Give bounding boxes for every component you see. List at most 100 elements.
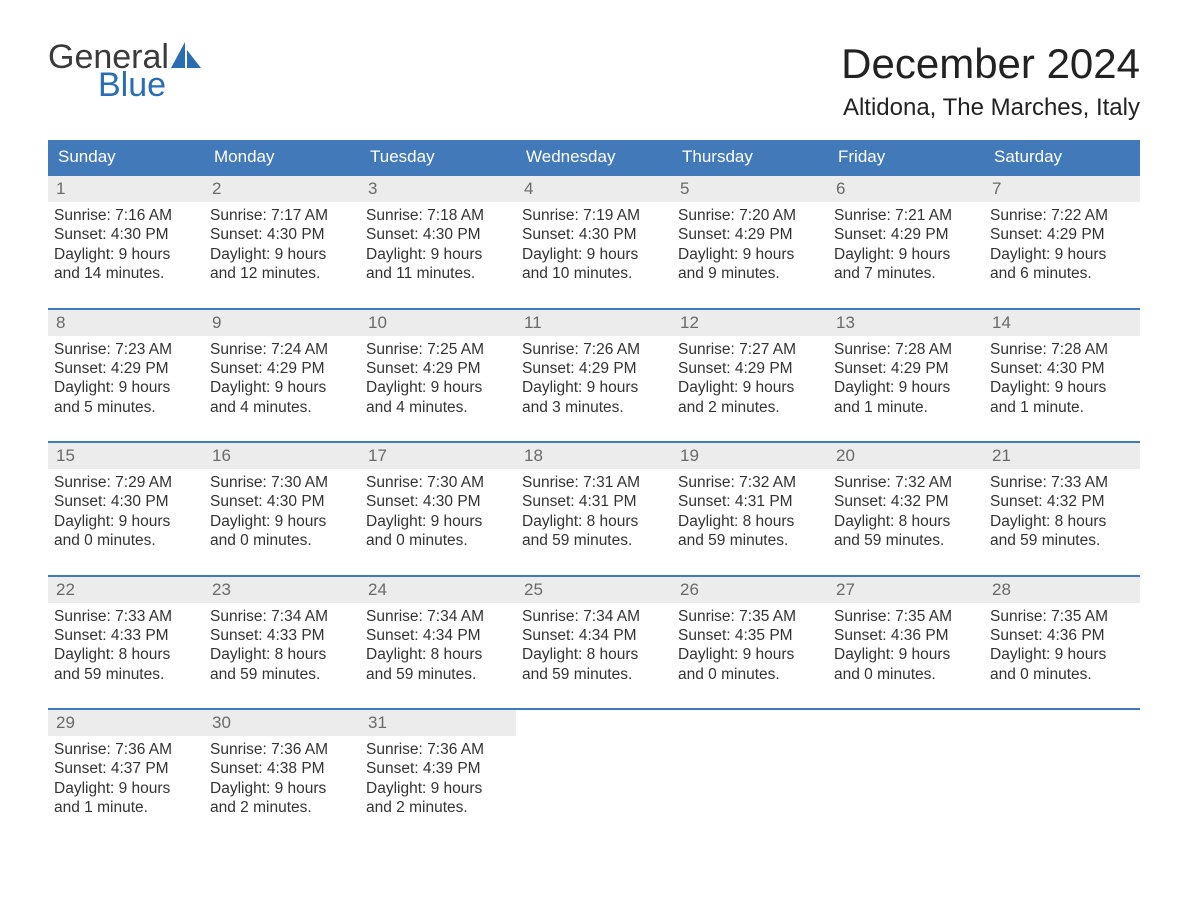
calendar-cell — [672, 710, 828, 824]
sunset-line: Sunset: 4:36 PM — [834, 626, 978, 645]
daylight-line: and 0 minutes. — [678, 665, 822, 684]
daynum-row: 17 — [360, 443, 516, 469]
calendar-cell: 3Sunrise: 7:18 AMSunset: 4:30 PMDaylight… — [360, 176, 516, 290]
calendar-cell: 16 Sunrise: 7:30 AMSunset: 4:30 PMDayligh… — [204, 443, 360, 557]
sunrise-line: Sunrise: 7:30 AM — [210, 473, 354, 492]
sunset-line: Sunset: 4:30 PM — [210, 492, 354, 511]
daynum-row: 13 — [828, 310, 984, 336]
daynum-row: 28 — [984, 577, 1140, 603]
sunrise-line: Sunrise: 7:28 AM — [834, 340, 978, 359]
calendar-week: 29Sunrise: 7:36 AMSunset: 4:37 PMDayligh… — [48, 708, 1140, 824]
daynum-row: 22 — [48, 577, 204, 603]
daylight-line: and 7 minutes. — [834, 264, 978, 283]
daylight-line: Daylight: 8 hours — [522, 512, 666, 531]
sunrise-line: Sunrise: 7:21 AM — [834, 206, 978, 225]
sunrise-line: Sunrise: 7:33 AM — [54, 607, 198, 626]
daylight-line: Daylight: 9 hours — [990, 245, 1134, 264]
calendar-cell: 4Sunrise: 7:19 AMSunset: 4:30 PMDaylight… — [516, 176, 672, 290]
calendar-cell: 19Sunrise: 7:32 AMSunset: 4:31 PMDayligh… — [672, 443, 828, 557]
daylight-line: Daylight: 9 hours — [210, 378, 354, 397]
day-number: 3 — [368, 179, 377, 198]
day-number: 1 — [56, 179, 65, 198]
sunrise-line: Sunrise: 7:35 AM — [834, 607, 978, 626]
day-number: 20 — [836, 446, 855, 465]
day-number: 21 — [992, 446, 1011, 465]
daylight-line: and 4 minutes. — [210, 398, 354, 417]
sunset-line: Sunset: 4:32 PM — [990, 492, 1134, 511]
sunrise-line: Sunrise: 7:28 AM — [990, 340, 1134, 359]
sunset-line: Sunset: 4:30 PM — [54, 492, 198, 511]
daylight-line: and 59 minutes. — [990, 531, 1134, 550]
daynum-row: 10 — [360, 310, 516, 336]
calendar-cell: 8Sunrise: 7:23 AMSunset: 4:29 PMDaylight… — [48, 310, 204, 424]
sunrise-line: Sunrise: 7:16 AM — [54, 206, 198, 225]
sunset-line: Sunset: 4:31 PM — [522, 492, 666, 511]
dayname: Monday — [204, 140, 360, 174]
calendar-cell: 6Sunrise: 7:21 AMSunset: 4:29 PMDaylight… — [828, 176, 984, 290]
daylight-line: and 11 minutes. — [366, 264, 510, 283]
daynum-row: 16 — [204, 443, 360, 469]
daylight-line: Daylight: 9 hours — [54, 245, 198, 264]
daylight-line: and 2 minutes. — [678, 398, 822, 417]
day-number: 14 — [992, 313, 1011, 332]
day-number: 26 — [680, 580, 699, 599]
day-number: 31 — [368, 713, 387, 732]
calendar-week: 22 Sunrise: 7:33 AMSunset: 4:33 PM Dayligh… — [48, 575, 1140, 691]
daylight-line: and 9 minutes. — [678, 264, 822, 283]
daylight-line: Daylight: 9 hours — [366, 512, 510, 531]
daylight-line: Daylight: 9 hours — [366, 378, 510, 397]
daynum-row: 12 — [672, 310, 828, 336]
day-number: 15 — [56, 446, 75, 465]
daynum-row: 25 — [516, 577, 672, 603]
calendar-cell: 21Sunrise: 7:33 AMSunset: 4:32 PMDayligh… — [984, 443, 1140, 557]
daynum-row: 30 — [204, 710, 360, 736]
daylight-line: and 4 minutes. — [366, 398, 510, 417]
sunset-line: Sunset: 4:30 PM — [990, 359, 1134, 378]
sunset-line: Sunset: 4:29 PM — [834, 225, 978, 244]
sunrise-line: Sunrise: 7:19 AM — [522, 206, 666, 225]
calendar-cell: 2Sunrise: 7:17 AMSunset: 4:30 PMDaylight… — [204, 176, 360, 290]
calendar-cell: 11Sunrise: 7:26 AMSunset: 4:29 PMDayligh… — [516, 310, 672, 424]
logo-word-blue: Blue — [98, 68, 205, 102]
sunrise-line: Sunrise: 7:18 AM — [366, 206, 510, 225]
day-number: 6 — [836, 179, 845, 198]
daynum-row: 15 — [48, 443, 204, 469]
calendar-cell: 29Sunrise: 7:36 AMSunset: 4:37 PMDayligh… — [48, 710, 204, 824]
calendar-cell: 7Sunrise: 7:22 AMSunset: 4:29 PMDaylight… — [984, 176, 1140, 290]
calendar-week: 15Sunrise: 7:29 AMSunset: 4:30 PMDayligh… — [48, 441, 1140, 557]
dayname: Saturday — [984, 140, 1140, 174]
daylight-line: Daylight: 9 hours — [210, 512, 354, 531]
sunset-line: Sunset: 4:38 PM — [210, 759, 354, 778]
sunset-line: Sunset: 4:29 PM — [678, 225, 822, 244]
day-number: 17 — [368, 446, 387, 465]
calendar-cell: 25Sunrise: 7:34 AMSunset: 4:34 PMDayligh… — [516, 577, 672, 691]
location-subtitle: Altidona, The Marches, Italy — [841, 94, 1140, 122]
sunset-line: Sunset: 4:35 PM — [678, 626, 822, 645]
sunrise-line: Sunrise: 7:36 AM — [54, 740, 198, 759]
daynum-row: 6 — [828, 176, 984, 202]
sunset-line: Sunset: 4:33 PM — [54, 626, 198, 645]
daynum-row: 9 — [204, 310, 360, 336]
daylight-line: and 2 minutes. — [210, 798, 354, 817]
day-number: 9 — [212, 313, 221, 332]
sunrise-line: Sunrise: 7:36 AM — [366, 740, 510, 759]
daylight-line: Daylight: 9 hours — [678, 645, 822, 664]
daylight-line: and 59 minutes. — [522, 531, 666, 550]
sunset-line: Sunset: 4:29 PM — [54, 359, 198, 378]
daylight-line: Daylight: 9 hours — [522, 378, 666, 397]
daynum-row: 31 — [360, 710, 516, 736]
daylight-line: and 0 minutes. — [990, 665, 1134, 684]
calendar-cell — [516, 710, 672, 824]
daynum-row: 8 — [48, 310, 204, 336]
daynum-row: 27 — [828, 577, 984, 603]
daylight-line: Daylight: 9 hours — [54, 378, 198, 397]
day-number: 23 — [212, 580, 231, 599]
daylight-line: Daylight: 8 hours — [366, 645, 510, 664]
calendar-cell: 22Sunrise: 7:33 AMSunset: 4:33 PMDayligh… — [48, 577, 204, 691]
daylight-line: and 0 minutes. — [834, 665, 978, 684]
calendar-cell: 26Sunrise: 7:35 AMSunset: 4:35 PMDayligh… — [672, 577, 828, 691]
daylight-line: Daylight: 9 hours — [366, 245, 510, 264]
sunrise-line: Sunrise: 7:34 AM — [366, 607, 510, 626]
daynum-row: 21 — [984, 443, 1140, 469]
calendar-cell: 9Sunrise: 7:24 AMSunset: 4:29 PMDaylight… — [204, 310, 360, 424]
